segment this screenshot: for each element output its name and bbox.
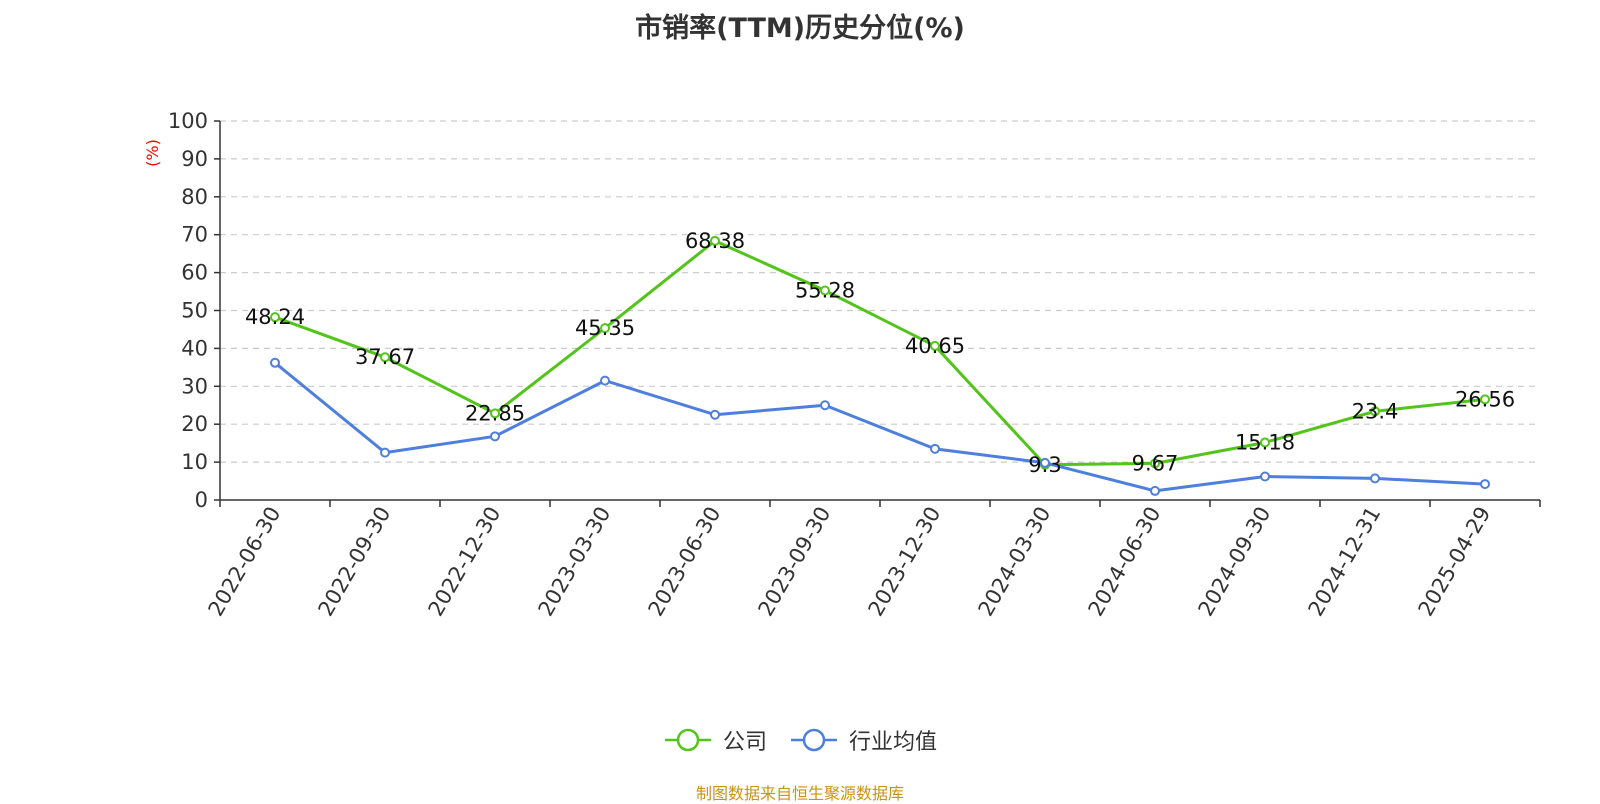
- y-tick-label: 70: [181, 223, 208, 247]
- data-point: [1260, 437, 1270, 448]
- data-point: [270, 312, 280, 323]
- y-tick-label: 20: [181, 412, 208, 436]
- x-axis: 2022-06-30 2022-09-30 2022-12-30 2023-03-30…: [204, 499, 1541, 621]
- data-point: [600, 323, 610, 334]
- series-line-1: [274, 239, 1486, 467]
- legend-label: 行业均值: [849, 730, 938, 755]
- data-point: [1150, 458, 1160, 469]
- y-tick-label: 50: [181, 299, 208, 323]
- data-point: [1150, 485, 1160, 496]
- series-line-2: [274, 361, 1486, 493]
- y-tick-label: 40: [181, 336, 208, 360]
- data-label: 45.35: [575, 316, 635, 340]
- data-label: 48.24: [245, 305, 305, 329]
- source-note: 制图数据来自恒生聚源数据库: [695, 784, 904, 803]
- data-point: [1370, 406, 1380, 417]
- legend-label: 公司: [722, 730, 767, 755]
- x-tick-label: 2023-09-30: [754, 503, 836, 621]
- data-point: [1260, 471, 1270, 482]
- data-label: 37.67: [355, 345, 415, 369]
- data-label: 22.85: [465, 401, 525, 425]
- data-point: [270, 357, 280, 368]
- data-point: [820, 400, 830, 411]
- y-tick-label: 0: [195, 488, 208, 512]
- x-tick-label: 2022-09-30: [314, 503, 396, 621]
- legend-item-1[interactable]: 公司: [663, 724, 767, 756]
- data-label: 9.3: [1028, 453, 1061, 477]
- data-label: 15.18: [1235, 430, 1295, 454]
- y-tick-label: 60: [181, 261, 208, 285]
- grid-lines: [220, 120, 1540, 463]
- data-point: [380, 352, 390, 363]
- data-label: 9.67: [1132, 451, 1179, 475]
- data-label: 40.65: [905, 334, 965, 358]
- x-tick-label: 2024-09-30: [1194, 503, 1276, 621]
- y-axis-label: (%): [143, 139, 162, 167]
- data-point: [930, 340, 940, 351]
- data-label: 55.28: [795, 278, 855, 302]
- data-point: [600, 375, 610, 386]
- data-point: [1370, 473, 1380, 484]
- data-label: 23.4: [1352, 399, 1399, 423]
- data-point: [1040, 457, 1050, 468]
- x-tick-label: 2022-12-30: [424, 503, 506, 621]
- data-point: [930, 443, 940, 454]
- y-tick-label: 80: [181, 185, 208, 209]
- data-label: 26.56: [1455, 387, 1515, 411]
- series-group: [270, 235, 1490, 496]
- data-point: [380, 447, 390, 458]
- y-axis: 0 10 20 30 40 50 60 70 80 90 100: [168, 109, 221, 512]
- legend-swatch: [791, 728, 837, 752]
- legend-item-2[interactable]: 行业均值: [789, 724, 937, 756]
- data-point: [710, 235, 720, 246]
- data-point: [490, 431, 500, 442]
- data-label: 68.38: [685, 229, 745, 253]
- x-tick-label: 2025-04-29: [1414, 503, 1496, 621]
- data-point: [490, 408, 500, 419]
- x-tick-label: 2023-06-30: [644, 503, 726, 621]
- x-tick-label: 2024-06-30: [1084, 503, 1166, 621]
- legend: 公司 行业均值: [0, 720, 1600, 760]
- x-tick-label: 2024-03-30: [974, 503, 1056, 621]
- x-tick-label: 2023-12-30: [864, 503, 946, 621]
- y-tick-label: 100: [168, 109, 208, 133]
- x-tick-label: 2022-06-30: [204, 503, 286, 621]
- x-tick-label: 2023-03-30: [534, 503, 616, 621]
- data-point: [1480, 479, 1490, 490]
- legend-swatch: [664, 728, 711, 752]
- y-tick-label: 90: [181, 147, 208, 171]
- data-point: [710, 409, 720, 420]
- x-tick-label: 2024-12-31: [1304, 503, 1386, 621]
- chart-title: 市销率(TTM)历史分位(%): [635, 13, 965, 44]
- y-tick-label: 10: [181, 450, 208, 474]
- y-tick-label: 30: [181, 374, 208, 398]
- data-point: [820, 285, 830, 296]
- data-point: [1480, 394, 1490, 405]
- data-labels: 48.24 37.67 22.85 45.35 68.38 55.28 40.65 9.3 9.…: [245, 229, 1515, 477]
